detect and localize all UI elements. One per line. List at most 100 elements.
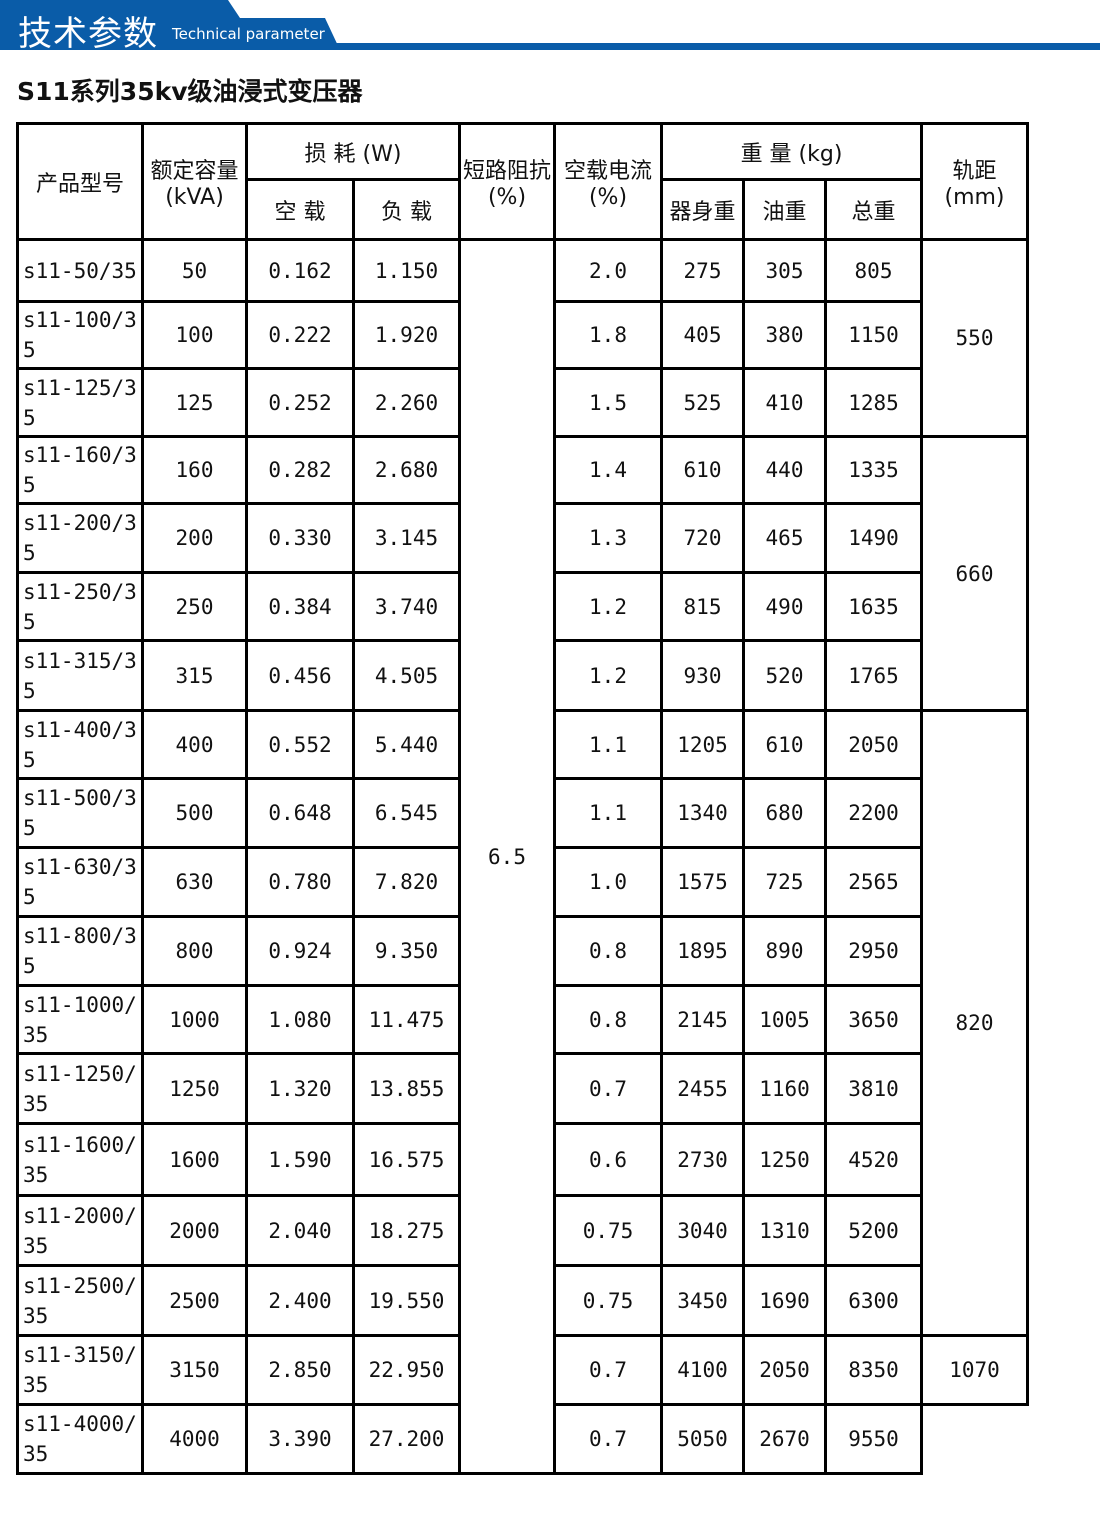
header-oil-weight: 油重 — [742, 178, 827, 241]
cell-current: 0.7 — [553, 1403, 663, 1475]
cell-capacity: 1600 — [141, 1122, 248, 1197]
cell-current: 1.4 — [553, 435, 663, 505]
cell-body-weight: 1205 — [660, 709, 745, 780]
cell-body-weight: 1895 — [660, 915, 745, 987]
cell-load-loss: 3.145 — [352, 502, 461, 574]
table-row: s11-2500/35 2500 2.400 19.550 0.75 3450 1690 63… — [16, 1264, 1028, 1337]
gauge-unit: (mm) — [944, 185, 1005, 210]
cell-total-weight: 2950 — [824, 915, 923, 987]
cell-no-load-loss: 2.400 — [245, 1264, 355, 1337]
cell-capacity: 630 — [141, 846, 248, 918]
cell-no-load-loss: 0.780 — [245, 846, 355, 918]
cell-load-loss: 11.475 — [352, 984, 461, 1055]
cell-no-load-loss: 0.282 — [245, 435, 355, 505]
cell-current: 1.5 — [553, 367, 663, 438]
cell-impedance: 6.5 — [458, 238, 556, 1475]
table-row: s11-160/35 160 0.282 2.680 1.4 610 440 1335 660 — [16, 435, 1029, 712]
table-row: s11-1250/35 1250 1.320 13.855 0.7 2455 1160 381… — [16, 1052, 1028, 1125]
cell-model: s11-800/35 — [16, 915, 144, 987]
spec-table: 产品型号 额定容量 (kVA) 损 耗 (W) 短路阻抗 (%) 空载电流 (%) 重… — [16, 122, 1029, 1475]
table-row: s11-200/35 200 0.330 3.145 1.3 720 465 1490 — [16, 502, 1028, 574]
cell-model: s11-2000/35 — [16, 1194, 144, 1267]
cell-model: s11-630/35 — [16, 846, 144, 918]
cell-current: 1.2 — [553, 639, 663, 712]
cell-current: 0.75 — [553, 1194, 663, 1267]
cell-model: s11-500/35 — [16, 777, 144, 849]
header-body-weight: 器身重 — [660, 178, 745, 241]
cell-load-loss: 4.505 — [352, 639, 461, 712]
cell-no-load-loss: 0.552 — [245, 709, 355, 780]
cell-no-load-loss: 0.648 — [245, 777, 355, 849]
cell-model: s11-1000/35 — [16, 984, 144, 1055]
cell-no-load-loss: 3.390 — [245, 1403, 355, 1475]
cell-model: s11-160/35 — [16, 435, 144, 505]
cell-total-weight: 2200 — [824, 777, 923, 849]
cell-capacity: 50 — [141, 238, 248, 303]
cell-capacity: 160 — [141, 435, 248, 505]
cell-current: 1.3 — [553, 502, 663, 574]
cell-no-load-loss: 0.456 — [245, 639, 355, 712]
cell-total-weight: 2050 — [824, 709, 923, 780]
cell-oil-weight: 1690 — [742, 1264, 827, 1337]
header-impedance: 短路阻抗 (%) — [458, 122, 556, 241]
cell-oil-weight: 520 — [742, 639, 827, 712]
cell-oil-weight: 440 — [742, 435, 827, 505]
cell-capacity: 4000 — [141, 1403, 248, 1475]
cell-total-weight: 1635 — [824, 571, 923, 642]
cell-model: s11-250/35 — [16, 571, 144, 642]
cell-total-weight: 8350 — [824, 1334, 923, 1406]
cell-current: 1.8 — [553, 300, 663, 370]
cell-current: 0.8 — [553, 915, 663, 987]
cell-capacity: 125 — [141, 367, 248, 438]
header-model: 产品型号 — [16, 122, 144, 241]
cell-capacity: 500 — [141, 777, 248, 849]
cell-load-loss: 2.260 — [352, 367, 461, 438]
cell-load-loss: 1.150 — [352, 238, 461, 303]
banner-title-zh: 技术参数 — [18, 14, 158, 54]
header-weight: 重 量 (kg) — [660, 122, 923, 181]
cell-oil-weight: 465 — [742, 502, 827, 574]
cell-oil-weight: 1310 — [742, 1194, 827, 1267]
cell-model: s11-200/35 — [16, 502, 144, 574]
cell-load-loss: 5.440 — [352, 709, 461, 780]
cell-current: 0.6 — [553, 1122, 663, 1197]
header-no-load: 空 载 — [245, 178, 355, 241]
capacity-unit: (kVA) — [165, 185, 224, 210]
cell-oil-weight: 410 — [742, 367, 827, 438]
table-row: s11-50/35 50 0.162 1.150 6.5 2.0 275 305 805 550 — [16, 238, 1029, 1475]
cell-load-loss: 1.920 — [352, 300, 461, 370]
table-row: s11-100/35 100 0.222 1.920 1.8 405 380 1150 — [16, 300, 1028, 370]
cell-capacity: 100 — [141, 300, 248, 370]
cell-total-weight: 5200 — [824, 1194, 923, 1267]
cell-body-weight: 3450 — [660, 1264, 745, 1337]
cell-total-weight: 2565 — [824, 846, 923, 918]
cell-current: 2.0 — [553, 238, 663, 303]
cell-oil-weight: 490 — [742, 571, 827, 642]
cell-current: 1.1 — [553, 709, 663, 780]
cell-gauge: 660 — [920, 435, 1029, 712]
cell-current: 0.7 — [553, 1334, 663, 1406]
cell-oil-weight: 610 — [742, 709, 827, 780]
cell-capacity: 315 — [141, 639, 248, 712]
cell-body-weight: 2730 — [660, 1122, 745, 1197]
section-banner: 技术参数 Technical parameter — [0, 0, 1100, 54]
cell-body-weight: 525 — [660, 367, 745, 438]
cell-oil-weight: 1160 — [742, 1052, 827, 1125]
cell-oil-weight: 725 — [742, 846, 827, 918]
cell-model: s11-4000/35 — [16, 1403, 144, 1475]
header-gauge: 轨距 (mm) — [920, 122, 1029, 241]
page-title: S11系列35kv级油浸式变压器 — [17, 77, 363, 106]
cell-no-load-loss: 0.330 — [245, 502, 355, 574]
cell-gauge: 820 — [920, 709, 1029, 1337]
cell-no-load-loss: 1.590 — [245, 1122, 355, 1197]
table-row: s11-400/35 400 0.552 5.440 1.1 1205 610 2050 820 — [16, 709, 1029, 1337]
header-current: 空载电流 (%) — [553, 122, 663, 241]
impedance-label: 短路阻抗 — [462, 159, 551, 184]
cell-no-load-loss: 1.080 — [245, 984, 355, 1055]
cell-capacity: 2000 — [141, 1194, 248, 1267]
cell-load-loss: 16.575 — [352, 1122, 461, 1197]
cell-total-weight: 1285 — [824, 367, 923, 438]
cell-total-weight: 6300 — [824, 1264, 923, 1337]
cell-total-weight: 805 — [824, 238, 923, 303]
cell-body-weight: 4100 — [660, 1334, 745, 1406]
